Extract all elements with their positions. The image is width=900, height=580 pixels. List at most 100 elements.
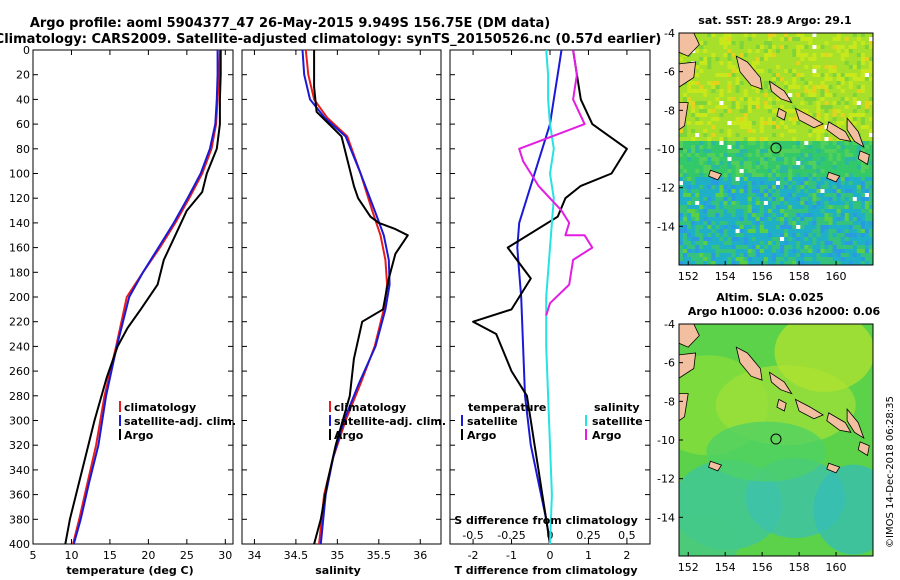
map-pixel <box>848 249 854 254</box>
map-pixel <box>727 157 732 162</box>
map-pixel <box>869 65 873 70</box>
map-pixel <box>780 157 785 162</box>
map-pixel <box>763 81 769 86</box>
map-pixel <box>711 73 716 78</box>
map-pixel <box>707 61 712 66</box>
map-pixel <box>784 217 789 222</box>
map-pixel <box>784 57 789 62</box>
map-pixel <box>808 253 813 258</box>
map-pixel <box>763 213 769 218</box>
map-pixel <box>691 97 696 102</box>
map-pixel <box>788 69 793 74</box>
map-pixel <box>743 253 749 258</box>
map-pixel <box>751 149 757 154</box>
map-pixel <box>788 97 793 102</box>
map-pixel <box>743 153 749 158</box>
map-pixel <box>808 125 813 130</box>
map-pixel <box>772 209 777 214</box>
map-pixel <box>739 237 745 242</box>
map-pixel <box>703 49 708 54</box>
map-pixel <box>792 145 797 150</box>
map-pixel <box>735 225 741 230</box>
map-pixel <box>695 133 700 138</box>
map-pixel <box>824 257 829 262</box>
map-pixel <box>727 201 732 206</box>
map-pixel <box>812 225 817 230</box>
map-pixel <box>735 69 741 74</box>
map-pixel <box>731 109 736 114</box>
map-pixel <box>751 249 757 254</box>
map-pixel <box>796 205 801 210</box>
map-pixel <box>848 233 854 238</box>
map-pixel <box>828 45 833 50</box>
map-pixel <box>707 97 712 102</box>
map-pixel <box>852 49 858 54</box>
map-pixel <box>719 109 724 114</box>
map-pixel <box>759 57 765 62</box>
map-pixel <box>788 145 793 150</box>
map-pixel <box>792 205 797 210</box>
map-pixel <box>864 141 870 146</box>
map-pixel <box>731 157 736 162</box>
map-pixel <box>767 57 773 62</box>
map-pixel <box>852 197 858 202</box>
series-line-climatology <box>304 50 389 544</box>
map-pixel <box>687 109 692 114</box>
map-pixel <box>723 133 728 138</box>
map-pixel <box>864 77 870 82</box>
map-pixel <box>679 193 684 198</box>
map-pixel <box>739 169 745 174</box>
map-pixel <box>816 193 821 198</box>
map-pixel <box>711 253 716 258</box>
map-pixel <box>856 69 862 74</box>
map-pixel <box>715 193 720 198</box>
series-line-salinity-satellite <box>545 50 555 544</box>
map-pixel <box>731 225 736 230</box>
map-pixel <box>691 249 696 254</box>
map-pixel <box>695 37 700 42</box>
map-pixel <box>856 253 862 258</box>
map-pixel <box>824 181 829 186</box>
map-pixel <box>687 169 692 174</box>
map-pixel <box>679 157 684 162</box>
map-pixel <box>792 141 797 146</box>
x-tick-label: 36 <box>413 549 427 562</box>
map-pixel <box>784 161 789 166</box>
map-pixel <box>755 101 761 106</box>
map-pixel <box>687 105 692 110</box>
map-pixel <box>840 145 846 150</box>
map-pixel <box>739 165 745 170</box>
map-pixel <box>699 189 704 194</box>
map-pixel <box>699 81 704 86</box>
map-pixel <box>699 205 704 210</box>
map-pixel <box>856 33 862 38</box>
map-pixel <box>739 261 745 265</box>
map-pixel <box>860 249 866 254</box>
map-pixel <box>836 161 842 166</box>
map-pixel <box>735 169 741 174</box>
map-pixel <box>711 85 716 90</box>
map-pixel <box>699 173 704 178</box>
map-pixel <box>707 205 712 210</box>
map-pixel <box>719 245 724 250</box>
map-pixel <box>869 213 873 218</box>
x-tick-label: 0 <box>547 549 554 562</box>
map-pixel <box>780 225 785 230</box>
map-pixel <box>772 37 777 42</box>
map-pixel <box>804 129 809 134</box>
map-pixel <box>804 93 809 98</box>
map-pixel <box>707 253 712 258</box>
map-pixel <box>816 249 821 254</box>
map-pixel <box>683 189 688 194</box>
map-pixel <box>832 145 838 150</box>
map-pixel <box>860 177 866 182</box>
map-pixel <box>751 65 757 70</box>
map-pixel <box>852 173 858 178</box>
map-pixel <box>784 137 789 142</box>
map-pixel <box>832 149 838 154</box>
map-pixel <box>719 149 724 154</box>
map-pixel <box>860 57 866 62</box>
map-pixel <box>792 49 797 54</box>
map-pixel <box>800 165 805 170</box>
map-pixel <box>739 137 745 142</box>
